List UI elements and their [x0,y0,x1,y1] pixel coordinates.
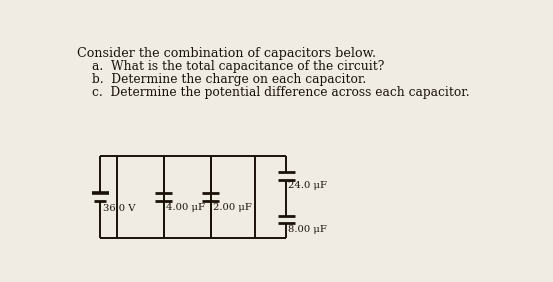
Text: a.  What is the total capacitance of the circuit?: a. What is the total capacitance of the … [92,60,385,73]
Text: 24.0 μF: 24.0 μF [289,182,327,190]
Text: Consider the combination of capacitors below.: Consider the combination of capacitors b… [77,47,376,60]
Text: 36.0 V: 36.0 V [103,204,135,213]
Text: b.  Determine the charge on each capacitor.: b. Determine the charge on each capacito… [92,73,367,86]
Text: 8.00 μF: 8.00 μF [289,225,327,234]
Text: 4.00 μF: 4.00 μF [166,203,205,212]
Text: c.  Determine the potential difference across each capacitor.: c. Determine the potential difference ac… [92,86,470,99]
Text: 2.00 μF: 2.00 μF [213,203,252,212]
